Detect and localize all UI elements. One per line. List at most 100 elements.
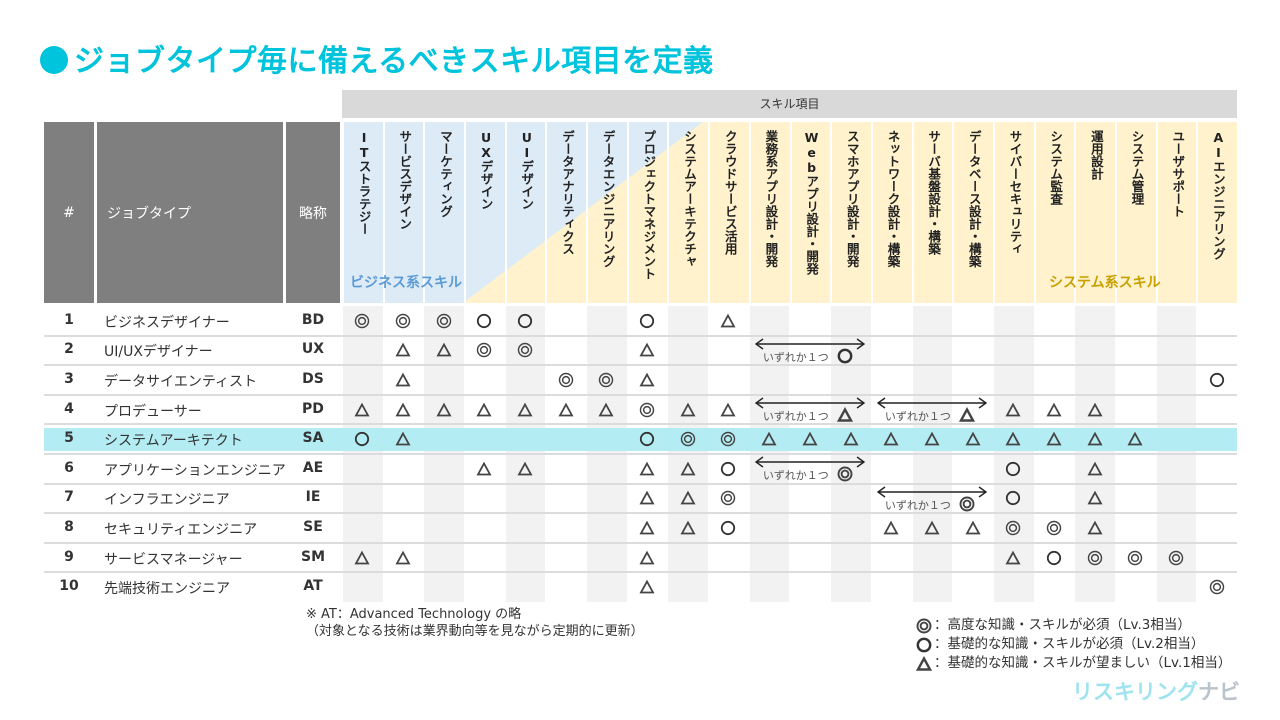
skill-column-label: ITストラテジー: [356, 130, 372, 235]
skill-column-label: システム管理: [1129, 130, 1145, 205]
job-type-name: サービスマネージャー: [104, 551, 243, 568]
double-circle-icon: [354, 313, 370, 329]
circle-icon: [1046, 550, 1062, 566]
row-divider: [44, 512, 1237, 515]
row-number: 4: [64, 400, 74, 417]
page-title: ジョブタイプ毎に備えるべきスキル項目を定義: [40, 36, 714, 80]
triangle-icon: [395, 431, 411, 447]
row-divider: [44, 482, 1237, 485]
triangle-icon: [1005, 431, 1021, 447]
double-circle-icon: [1046, 520, 1062, 536]
skill-column-label: サービスデザイン: [397, 130, 413, 230]
skill-columns-header: ITストラテジー サービスデザイン マーケティング UXデザイン UIデザイン データアナ…: [342, 122, 1237, 303]
job-type-name: セキュリティエンジニア: [104, 522, 258, 538]
triangle-icon: [517, 402, 533, 418]
double-arrow-icon: [876, 486, 987, 498]
job-type-name: 先端技術エンジニア: [104, 581, 230, 598]
choose-one-group: いずれか１つ: [876, 484, 987, 514]
choose-one-label: いずれか１つ: [762, 409, 829, 423]
triangle-icon: [1005, 550, 1021, 566]
circle-icon: [1005, 461, 1021, 477]
job-type-name: データサイエンティスト: [104, 374, 258, 390]
job-type-name: アプリケーションエンジニア: [104, 462, 286, 479]
logo-part-1: リスキリング: [1072, 680, 1198, 704]
skill-column-header: クラウドサービス活用: [708, 122, 749, 303]
choose-one-group: いずれか１つ: [754, 336, 865, 366]
row-number: 9: [64, 548, 74, 565]
triangle-icon: [761, 431, 777, 447]
double-circle-icon: [916, 618, 932, 634]
skill-column-label: データベース設計・構築: [966, 130, 982, 268]
job-type-abbr: DS: [302, 371, 324, 387]
skill-column-label: サイバーセキュリティ: [1007, 130, 1023, 255]
double-circle-icon: [598, 372, 614, 388]
row-divider: [44, 571, 1237, 574]
job-type-name: インフラエンジニア: [104, 492, 230, 509]
double-circle-icon: [720, 490, 736, 506]
triangle-icon: [1087, 520, 1103, 536]
job-type-name: システムアーキテクト: [104, 433, 243, 450]
skill-column-header: Webアプリ設計・開発: [789, 122, 831, 303]
triangle-icon: [639, 490, 655, 506]
system-skill-label: システム系スキル: [1049, 275, 1161, 291]
row-number: 3: [64, 371, 74, 387]
triangle-icon: [958, 406, 975, 423]
triangle-icon: [1046, 431, 1062, 447]
skill-column-header: UIデザイン: [504, 122, 546, 303]
triangle-icon: [883, 520, 899, 536]
job-type-name: プロデューサー: [104, 403, 202, 420]
job-type-name: ビジネスデザイナー: [104, 314, 230, 331]
footnote: ※ AT：Advanced Technology の略 （対象となる技術は業界動…: [306, 606, 644, 640]
choose-one-label: いずれか１つ: [762, 350, 829, 364]
page-title-text: ジョブタイプ毎に備えるべきスキル項目を定義: [74, 44, 714, 79]
triangle-icon: [354, 550, 370, 566]
skill-column-header: 運用設計: [1074, 122, 1115, 303]
triangle-icon: [598, 402, 614, 418]
legend-item: ：基礎的な知識・スキルが必須（Lv.2相当）: [916, 635, 1231, 654]
triangle-icon: [1087, 461, 1103, 477]
double-arrow-icon: [876, 397, 987, 409]
job-type-abbr: AT: [303, 578, 323, 595]
skill-column-header: データベース設計・構築: [952, 122, 993, 303]
row-number: 8: [64, 519, 74, 535]
skill-column-header: AIエンジニアリング: [1196, 122, 1237, 303]
triangle-icon: [924, 520, 940, 536]
skill-column-header: マーケティング: [423, 122, 464, 303]
double-arrow-icon: [754, 456, 865, 468]
choose-one-group: いずれか１つ: [876, 395, 987, 425]
job-type-abbr: PD: [302, 400, 324, 417]
skill-column-label: Webアプリ設計・開発: [804, 130, 820, 275]
double-circle-icon: [837, 466, 853, 482]
row-divider: [44, 364, 1237, 367]
header-abbr-label: 略称: [299, 205, 327, 222]
double-arrow-icon: [754, 338, 865, 350]
triangle-icon: [1087, 431, 1103, 447]
double-arrow-icon: [754, 397, 865, 409]
skill-column-header: データエンジニアリング: [586, 122, 627, 303]
triangle-icon: [720, 402, 736, 418]
triangle-icon: [395, 550, 411, 566]
triangle-icon: [1005, 402, 1021, 418]
skill-column-label: システムアーキテクチャ: [682, 130, 698, 268]
choose-one-label: いずれか１つ: [762, 469, 829, 482]
job-type-abbr: SE: [303, 519, 323, 535]
skill-column-label: サーバ基盤設計・構築: [926, 130, 942, 255]
legend-text: ：高度な知識・スキルが必須（Lv.3相当）: [934, 617, 1191, 633]
row-number: 10: [59, 578, 79, 595]
skill-column-label: 運用設計: [1088, 130, 1104, 180]
triangle-icon: [436, 342, 452, 358]
triangle-icon: [680, 520, 696, 536]
job-type-abbr: UX: [301, 341, 325, 358]
triangle-icon: [1127, 431, 1143, 447]
job-type-abbr: BD: [301, 311, 325, 328]
row-divider: [44, 423, 1237, 426]
triangle-icon: [680, 490, 696, 506]
triangle-icon: [639, 342, 655, 358]
skill-column-header: システムアーキテクチャ: [667, 122, 708, 303]
choose-one-label: いずれか１つ: [884, 498, 951, 512]
triangle-icon: [915, 655, 933, 672]
double-circle-icon: [959, 496, 975, 512]
triangle-icon: [842, 431, 859, 447]
row-number: 5: [64, 430, 74, 447]
logo: リスキリングナビ: [1072, 676, 1240, 706]
